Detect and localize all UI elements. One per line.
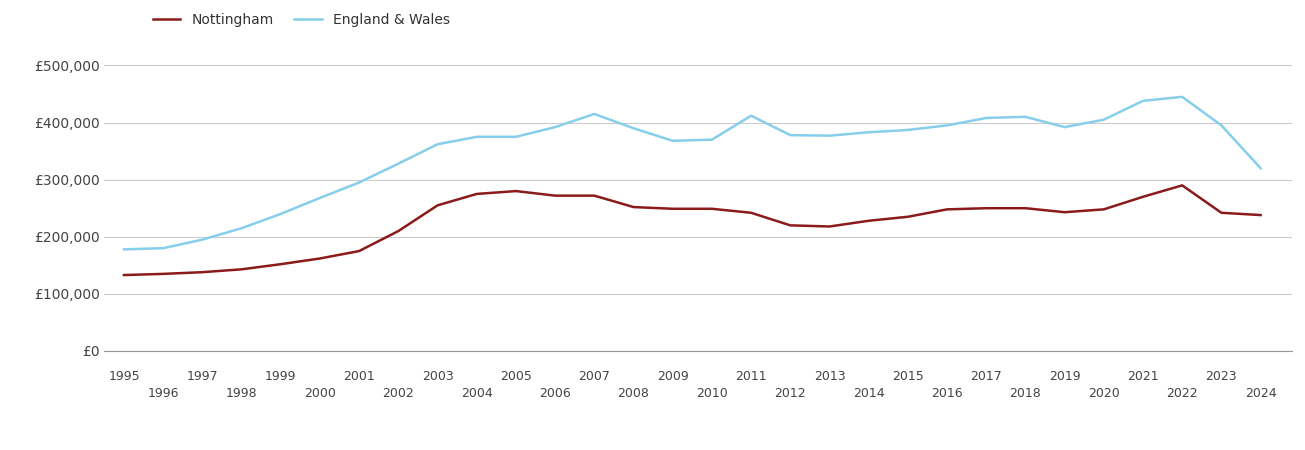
Nottingham <box>625 204 641 210</box>
Text: 2018: 2018 <box>1010 387 1041 400</box>
Text: 1996: 1996 <box>147 387 179 400</box>
Nottingham <box>940 207 955 212</box>
England & Wales <box>547 124 562 130</box>
Text: 2010: 2010 <box>696 387 728 400</box>
Nottingham <box>1096 207 1112 212</box>
Text: 2008: 2008 <box>617 387 650 400</box>
Line: Nottingham: Nottingham <box>124 185 1261 275</box>
Text: 2003: 2003 <box>422 370 453 383</box>
Text: 2007: 2007 <box>578 370 611 383</box>
Nottingham <box>273 261 288 267</box>
Nottingham <box>429 202 445 208</box>
Text: 2000: 2000 <box>304 387 335 400</box>
Text: 1995: 1995 <box>108 370 140 383</box>
England & Wales <box>273 211 288 216</box>
England & Wales <box>312 195 328 201</box>
Text: 2021: 2021 <box>1128 370 1159 383</box>
Nottingham <box>1174 183 1190 188</box>
England & Wales <box>508 134 523 140</box>
Nottingham <box>1018 206 1034 211</box>
Nottingham <box>547 193 562 198</box>
Text: 1999: 1999 <box>265 370 296 383</box>
Text: 2005: 2005 <box>500 370 532 383</box>
England & Wales <box>155 246 171 251</box>
Text: 2024: 2024 <box>1245 387 1276 400</box>
England & Wales <box>234 225 249 231</box>
Text: 2002: 2002 <box>382 387 414 400</box>
England & Wales <box>1057 124 1073 130</box>
Nottingham <box>468 191 484 197</box>
Nottingham <box>744 210 760 216</box>
Nottingham <box>1135 194 1151 199</box>
England & Wales <box>979 115 994 121</box>
Text: 2006: 2006 <box>539 387 572 400</box>
Text: 2012: 2012 <box>774 387 806 400</box>
England & Wales <box>940 123 955 128</box>
Nottingham <box>664 206 680 211</box>
Text: 1997: 1997 <box>187 370 218 383</box>
England & Wales <box>351 180 367 185</box>
Nottingham <box>861 218 877 224</box>
Nottingham <box>586 193 602 198</box>
Text: 2019: 2019 <box>1049 370 1081 383</box>
England & Wales <box>664 138 680 144</box>
England & Wales <box>783 132 799 138</box>
Nottingham <box>508 189 523 194</box>
England & Wales <box>900 127 916 133</box>
England & Wales <box>116 247 132 252</box>
England & Wales <box>1214 123 1229 128</box>
Nottingham <box>1253 212 1268 218</box>
Nottingham <box>194 270 210 275</box>
England & Wales <box>861 130 877 135</box>
Text: 2014: 2014 <box>853 387 885 400</box>
Text: 2016: 2016 <box>932 387 963 400</box>
Nottingham <box>900 214 916 220</box>
Text: 1998: 1998 <box>226 387 257 400</box>
Text: 2017: 2017 <box>971 370 1002 383</box>
Text: 2022: 2022 <box>1167 387 1198 400</box>
Nottingham <box>1057 210 1073 215</box>
Text: 2009: 2009 <box>656 370 689 383</box>
Nottingham <box>390 228 406 234</box>
Text: 2020: 2020 <box>1088 387 1120 400</box>
Nottingham <box>822 224 838 229</box>
Nottingham <box>234 266 249 272</box>
Text: 2004: 2004 <box>461 387 492 400</box>
England & Wales <box>1096 117 1112 122</box>
Text: 2015: 2015 <box>893 370 924 383</box>
Nottingham <box>312 256 328 261</box>
Text: 2023: 2023 <box>1206 370 1237 383</box>
England & Wales <box>1135 98 1151 104</box>
Text: 2011: 2011 <box>735 370 767 383</box>
Nottingham <box>783 223 799 228</box>
England & Wales <box>586 111 602 117</box>
Nottingham <box>155 271 171 277</box>
England & Wales <box>1018 114 1034 120</box>
Line: England & Wales: England & Wales <box>124 97 1261 249</box>
England & Wales <box>1253 166 1268 171</box>
Text: 2001: 2001 <box>343 370 375 383</box>
Text: 2013: 2013 <box>813 370 846 383</box>
England & Wales <box>468 134 484 140</box>
Legend: Nottingham, England & Wales: Nottingham, England & Wales <box>147 8 455 32</box>
England & Wales <box>744 113 760 118</box>
England & Wales <box>390 161 406 166</box>
England & Wales <box>625 126 641 131</box>
Nottingham <box>1214 210 1229 216</box>
England & Wales <box>705 137 720 142</box>
Nottingham <box>351 248 367 254</box>
England & Wales <box>194 237 210 242</box>
Nottingham <box>979 206 994 211</box>
Nottingham <box>116 272 132 278</box>
England & Wales <box>822 133 838 139</box>
Nottingham <box>705 206 720 211</box>
England & Wales <box>429 142 445 147</box>
England & Wales <box>1174 94 1190 99</box>
